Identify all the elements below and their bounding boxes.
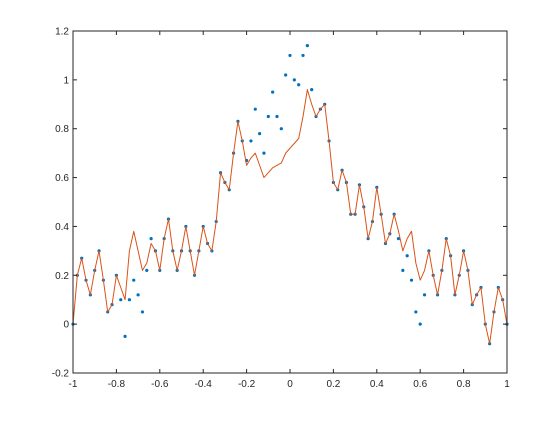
y-tick-label: 0 [63,320,69,331]
data-point [409,278,414,282]
data-point [140,310,145,314]
data-point [127,298,132,302]
data-point [253,107,257,111]
data-point [284,73,288,77]
data-point [292,78,296,82]
y-tick-label: 1.2 [55,27,69,38]
data-point [405,254,409,258]
y-tick-label: 0.8 [55,124,69,135]
data-point [414,310,418,314]
data-point [132,278,136,282]
data-point [288,53,292,58]
series-layer [71,44,509,346]
data-point [145,268,149,272]
data-point [119,298,123,302]
data-point [418,322,422,326]
x-tick-label: -0.8 [108,379,126,390]
data-point [275,114,279,119]
data-point [123,334,127,338]
y-tick-label: 1 [63,75,69,86]
data-point [297,83,301,87]
x-tick-label: -0.6 [151,379,169,390]
data-point [279,127,283,131]
data-point [249,139,253,143]
x-tick-label: -0.2 [238,379,256,390]
x-tick-label: 0.6 [413,379,427,390]
tick-layer: -1 -0.8 -0.6 -0.4 -0.2 0 0.2 0.4 0.6 0.8 1 -0.2 0 0.2… [52,27,510,391]
data-point [149,237,153,241]
y-tick-label: 0.4 [55,222,69,233]
data-point [310,88,314,92]
x-tick-label: -0.4 [195,379,213,390]
data-point [301,53,305,58]
y-tick-label: 0.2 [55,271,69,282]
y-tick-label: 0.6 [55,173,69,184]
data-point [266,114,270,119]
x-tick-label: -1 [69,379,78,390]
x-tick-label: 0.8 [457,379,471,390]
data-point [396,237,401,241]
data-point [262,151,266,155]
data-point [422,293,427,297]
plot-background [73,31,507,373]
data-point [258,132,262,136]
x-tick-label: 0.4 [370,379,384,390]
data-point [271,90,275,94]
data-point [401,268,405,272]
x-tick-label: 0 [287,379,293,390]
y-tick-label: -0.2 [52,369,70,380]
data-point [136,293,140,297]
x-tick-label: 1 [504,379,510,390]
data-point [305,44,309,48]
x-tick-label: 0.2 [326,379,340,390]
series-line [72,89,508,345]
